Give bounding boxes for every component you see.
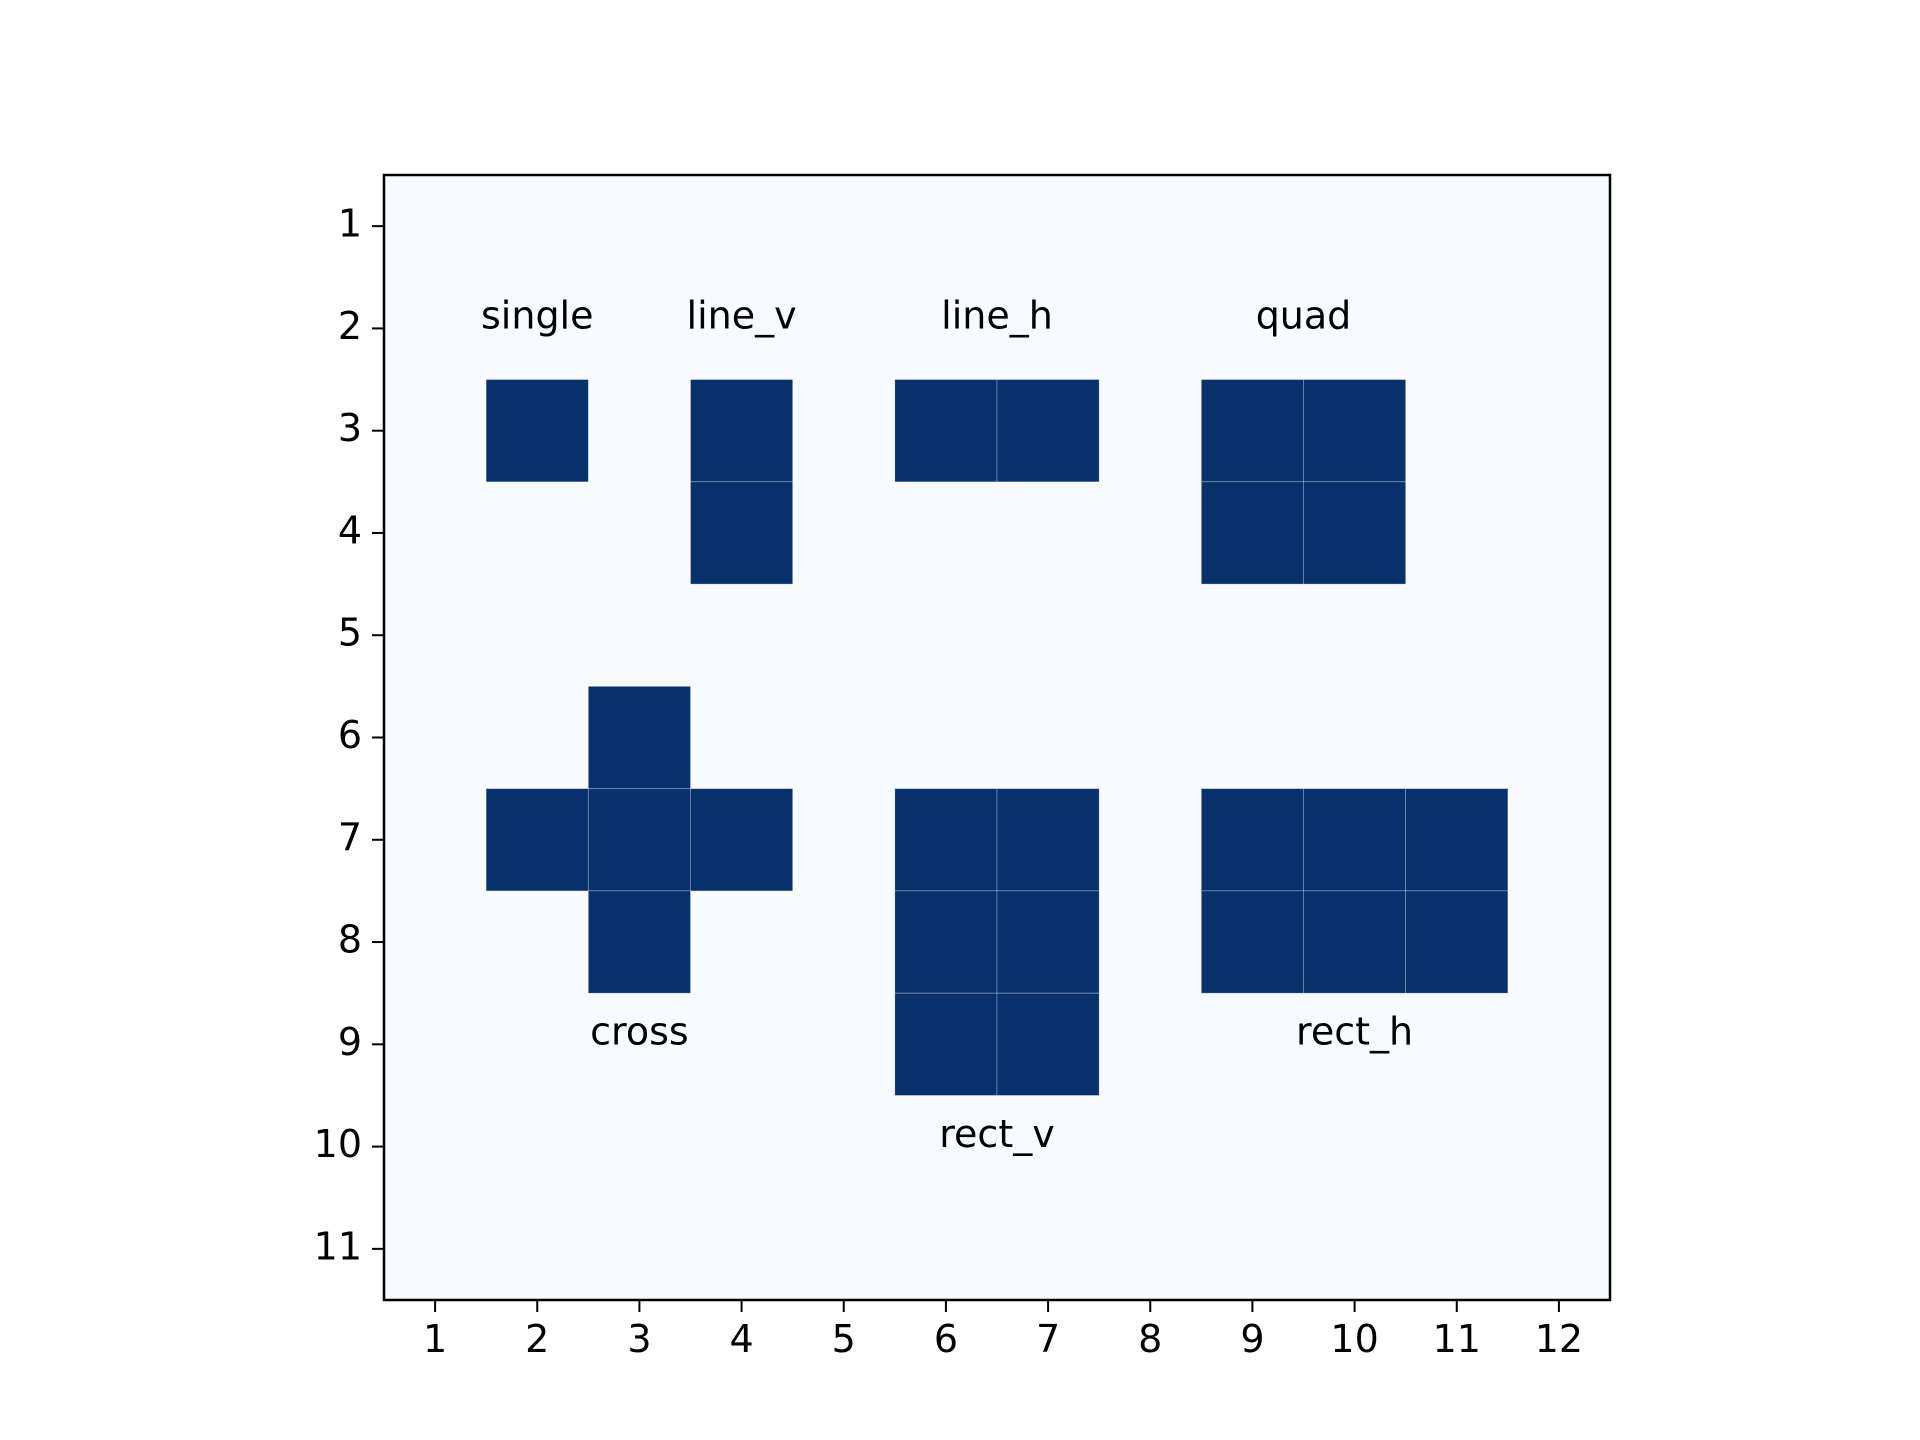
x-tick-label: 12 xyxy=(1535,1317,1583,1361)
heatmap-cell-quad xyxy=(1200,481,1304,585)
annotation-label: single xyxy=(481,294,594,338)
heatmap-cell-rect_v xyxy=(894,890,998,994)
annotation-label: line_h xyxy=(941,294,1053,338)
heatmap-cell-single xyxy=(485,379,589,483)
y-tick-label: 8 xyxy=(338,918,362,962)
y-tick-label: 5 xyxy=(338,611,362,655)
heatmap-cell-quad xyxy=(1303,481,1407,585)
x-tick-label: 1 xyxy=(423,1317,447,1361)
x-tick-label: 3 xyxy=(627,1317,651,1361)
heatmap-cell-rect_h xyxy=(1405,890,1509,994)
annotations-layer: single line_v line_h quad cross rect_v rect_h xyxy=(481,294,1413,1156)
y-tick-label: 2 xyxy=(338,304,362,348)
heatmap-cell-cross xyxy=(587,890,691,994)
y-tick-label: 3 xyxy=(338,406,362,450)
y-tick-label: 6 xyxy=(338,713,362,757)
y-tick-label: 4 xyxy=(338,508,362,552)
heatmap-cell-rect_v xyxy=(996,992,1100,1096)
heatmap-cell-line_v xyxy=(690,379,794,483)
x-tick-label: 6 xyxy=(934,1317,958,1361)
heatmap-cell-rect_v xyxy=(894,992,998,1096)
heatmap-cell-rect_h xyxy=(1405,788,1509,892)
heatmap-cell-rect_v xyxy=(996,788,1100,892)
heatmap-cell-rect_h xyxy=(1303,890,1407,994)
heatmap-cell-rect_h xyxy=(1200,788,1304,892)
heatmap-cell-rect_v xyxy=(996,890,1100,994)
y-tick-label: 10 xyxy=(314,1122,362,1166)
x-tick-label: 8 xyxy=(1138,1317,1162,1361)
heatmap-cell-cross xyxy=(587,788,691,892)
heatmap-cell-line_h xyxy=(894,379,998,483)
heatmap-cell-cross xyxy=(485,788,589,892)
annotation-label: rect_h xyxy=(1296,1010,1413,1054)
y-tick-label: 9 xyxy=(338,1020,362,1064)
x-tick-label: 2 xyxy=(525,1317,549,1361)
x-tick-label: 10 xyxy=(1330,1317,1378,1361)
heatmap-cell-line_v xyxy=(690,481,794,585)
x-tick-label: 7 xyxy=(1036,1317,1060,1361)
x-tick-label: 11 xyxy=(1433,1317,1481,1361)
x-tick-label: 9 xyxy=(1240,1317,1264,1361)
y-tick-label: 1 xyxy=(338,202,362,246)
heatmap-cell-rect_h xyxy=(1200,890,1304,994)
annotation-label: cross xyxy=(590,1010,689,1054)
x-tick-label: 4 xyxy=(729,1317,753,1361)
annotation-label: line_v xyxy=(687,294,797,338)
annotation-label: quad xyxy=(1256,294,1352,338)
cells-layer xyxy=(485,379,1509,1096)
heatmap-cell-rect_h xyxy=(1303,788,1407,892)
heatmap-cell-cross xyxy=(690,788,794,892)
heatmap-cell-line_h xyxy=(996,379,1100,483)
x-axis: 1 2 3 4 5 6 7 8 9 10 11 12 xyxy=(423,1300,1583,1361)
y-tick-label: 7 xyxy=(338,815,362,859)
heatmap-cell-rect_v xyxy=(894,788,998,892)
heatmap-cell-quad xyxy=(1200,379,1304,483)
annotation-label: rect_v xyxy=(939,1112,1054,1156)
heatmap-cell-cross xyxy=(587,685,691,790)
y-tick-label: 11 xyxy=(314,1224,362,1268)
x-tick-label: 5 xyxy=(832,1317,856,1361)
y-axis: 1 2 3 4 5 6 7 8 9 10 11 xyxy=(314,202,384,1268)
heatmap-cell-quad xyxy=(1303,379,1407,483)
